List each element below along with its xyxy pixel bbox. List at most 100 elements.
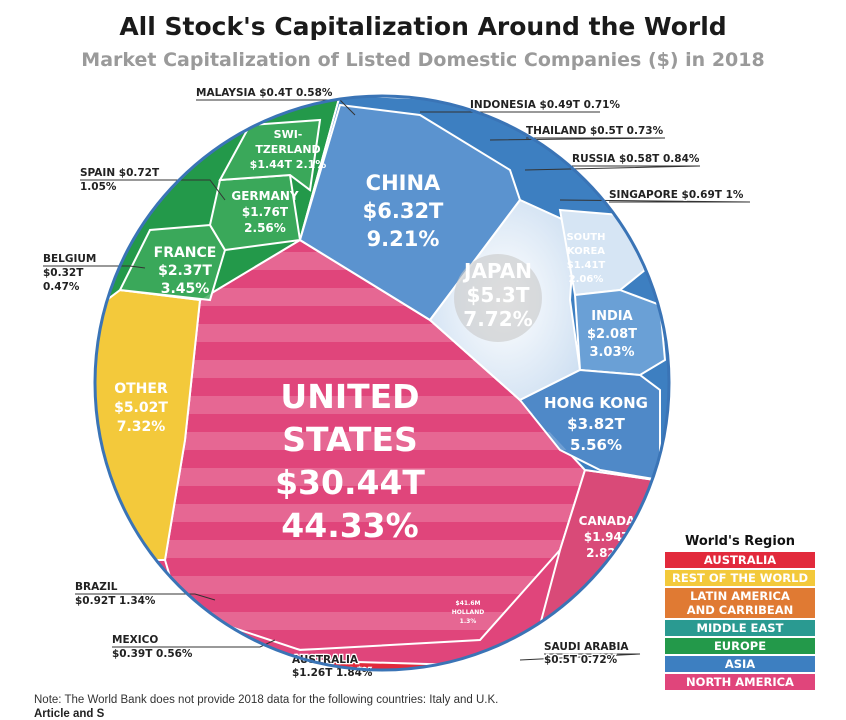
cell-label-line: 9.21% (367, 227, 440, 251)
callout-label-line: $0.92T 1.34% (75, 595, 156, 607)
legend-item-label: LATIN AMERICA (690, 589, 790, 603)
legend-item-label: NORTH AMERICA (686, 675, 794, 689)
legend-item-label: ASIA (724, 657, 756, 671)
cell-label-line: $6.32T (363, 199, 444, 223)
cell-label-india: INDIA $2.08T 3.03% (587, 309, 637, 360)
cell-label-line: FRANCE (154, 245, 217, 261)
cell-label-switzerland: SWI- TZERLAND $1.44T 2.1% (250, 128, 327, 171)
legend-item: REST OF THE WORLD (665, 570, 815, 586)
cell-label-south-korea: SOUTH KOREA $1.41T 2.06% (566, 232, 605, 285)
leader-line-belgium (43, 265, 146, 269)
legend-item-label: EUROPE (713, 639, 767, 653)
callout-label-line: AUSTRALIA (292, 654, 359, 666)
cutoff-text: Article and S (34, 708, 105, 720)
cell-label-line: 3.45% (161, 281, 210, 297)
cell-germany (208, 173, 302, 252)
callout-label-indonesia: INDONESIA $0.49T 0.71% (470, 99, 620, 111)
legend-item: LATIN AMERICA AND CARRIBEAN (665, 588, 815, 618)
cell-label-line: $2.08T (587, 327, 637, 342)
callout-label-line: $0.39T 0.56% (112, 648, 193, 660)
cell-label-line: TZERLAND (255, 143, 320, 156)
callout-label-line: $0.32T (43, 267, 84, 279)
legend-item-label: AUSTRALIA (703, 553, 777, 567)
cell-label-line: CHINA (366, 171, 441, 195)
callout-label-thailand: THAILAND $0.5T 0.73% (526, 125, 664, 137)
legend-item: EUROPE (665, 638, 815, 654)
cell-switzerland (218, 118, 322, 192)
cell-label-japan: JAPAN $5.3T 7.72% (462, 259, 533, 331)
callout-label-line: THAILAND $0.5T 0.73% (526, 125, 664, 137)
leader-line-mexico (112, 639, 276, 648)
legend-item: NORTH AMERICA (665, 674, 815, 690)
callout-label-line: MALAYSIA $0.4T 0.58% (196, 87, 333, 99)
cell-label-germany: GERMANY $1.76T 2.56% (231, 189, 299, 235)
cell-label-canada: CANADA $1.94T 2.82% (579, 514, 636, 560)
cell-label-line: $2.37T (158, 263, 212, 279)
cell-label-line: $5.3T (467, 283, 530, 307)
leader-line-russia (524, 165, 701, 171)
legend-item: ASIA (665, 656, 815, 672)
callout-label-russia: RUSSIA $0.58T 0.84% (572, 153, 700, 165)
cell-label-united-states: UNITED STATES $30.44T 44.33% (275, 377, 425, 545)
legend-item: AUSTRALIA (665, 552, 815, 568)
cell-label-line: JAPAN (462, 259, 532, 283)
leader-line-thailand (489, 137, 666, 141)
callout-label-saudi-arabia: SAUDI ARABIA $0.5T 0.72% (544, 641, 629, 666)
cell-label-line: STATES (282, 420, 418, 459)
legend-item-label: REST OF THE WORLD (672, 571, 808, 585)
callout-label-line: SAUDI ARABIA (544, 641, 629, 653)
cell-label-line: $41.6M (456, 600, 481, 607)
cell-label-china: CHINA $6.32T 9.21% (363, 171, 444, 251)
cell-label-hong-kong: HONG KONG $3.82T 5.56% (544, 394, 648, 454)
cell-label-line: $30.44T (275, 463, 425, 502)
callout-label-line: RUSSIA $0.58T 0.84% (572, 153, 700, 165)
us-flag-stripes (165, 240, 585, 650)
cell-south-korea (558, 208, 647, 297)
callout-label-line: 0.47% (43, 281, 80, 293)
callout-label-belgium: BELGIUM $0.32T 0.47% (43, 253, 96, 293)
cell-label-holland: $41.6M HOLLAND 1.3% (452, 600, 484, 625)
cell-label-line: SWI- (274, 128, 303, 141)
callout-label-line: 1.05% (80, 181, 117, 193)
footnote: Note: The World Bank does not provide 20… (34, 694, 499, 706)
cell-label-line: 3.03% (589, 345, 634, 360)
callout-label-singapore: SINGAPORE $0.69T 1% (609, 189, 744, 201)
cell-label-line: HOLLAND (452, 609, 484, 616)
cell-label-line: $1.94T (584, 530, 631, 544)
callout-label-line: SINGAPORE $0.69T 1% (609, 189, 744, 201)
leader-line-brazil (75, 593, 216, 601)
legend-item: MIDDLE EAST (665, 620, 815, 636)
cell-label-line: HONG KONG (544, 394, 648, 412)
legend: World's Region AUSTRALIA REST OF THE WORL… (665, 534, 815, 692)
outer-ring (93, 94, 671, 672)
cell-label-line: 5.56% (570, 436, 622, 454)
callout-label-brazil: BRAZIL $0.92T 1.34% (75, 581, 156, 607)
cell-label-line: OTHER (114, 381, 168, 397)
legend-item-label: AND CARRIBEAN (686, 603, 794, 617)
cell-label-line: $1.44T 2.1% (250, 158, 327, 171)
cell-label-line: $3.82T (567, 415, 625, 433)
cell-label-line: 1.3% (460, 618, 477, 625)
cell-label-france: FRANCE $2.37T 3.45% (154, 245, 217, 297)
cell-label-line: 44.33% (281, 506, 418, 545)
callout-label-spain: SPAIN $0.72T 1.05% (80, 167, 160, 193)
leader-line-spain (80, 179, 226, 201)
chart-title: All Stock's Capitalization Around the Wo… (119, 12, 727, 41)
cell-label-line: UNITED (280, 377, 419, 416)
cell-label-line: 7.72% (463, 307, 532, 331)
leader-line-saudi-arabia (519, 653, 641, 661)
callout-label-mexico: MEXICO $0.39T 0.56% (112, 634, 193, 660)
cell-label-line: 2.56% (244, 221, 286, 235)
cell-label-line: SOUTH (566, 232, 605, 243)
callout-label-malaysia: MALAYSIA $0.4T 0.58% (196, 87, 333, 99)
callout-label-line: BELGIUM (43, 253, 96, 265)
legend-title: World's Region (685, 534, 795, 549)
cell-label-line: $1.41T (567, 260, 606, 271)
cell-label-line: CANADA (579, 514, 636, 528)
callout-label-line: INDONESIA $0.49T 0.71% (470, 99, 620, 111)
japan-flag-disc (454, 254, 542, 342)
legend-item-label: MIDDLE EAST (696, 621, 784, 635)
cell-label-other: OTHER $5.02T 7.32% (114, 381, 168, 435)
callout-label-line: BRAZIL (75, 581, 118, 593)
